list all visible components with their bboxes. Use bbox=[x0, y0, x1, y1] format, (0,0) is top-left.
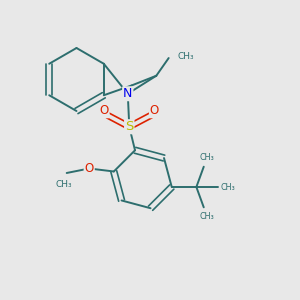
Text: S: S bbox=[125, 120, 134, 133]
Text: CH₃: CH₃ bbox=[56, 180, 72, 189]
Text: CH₃: CH₃ bbox=[220, 182, 235, 191]
Text: O: O bbox=[150, 104, 159, 117]
Text: O: O bbox=[85, 162, 94, 175]
Text: N: N bbox=[123, 87, 133, 100]
Text: CH₃: CH₃ bbox=[177, 52, 194, 61]
Text: CH₃: CH₃ bbox=[200, 212, 214, 221]
Text: CH₃: CH₃ bbox=[200, 153, 214, 162]
Text: O: O bbox=[100, 104, 109, 117]
